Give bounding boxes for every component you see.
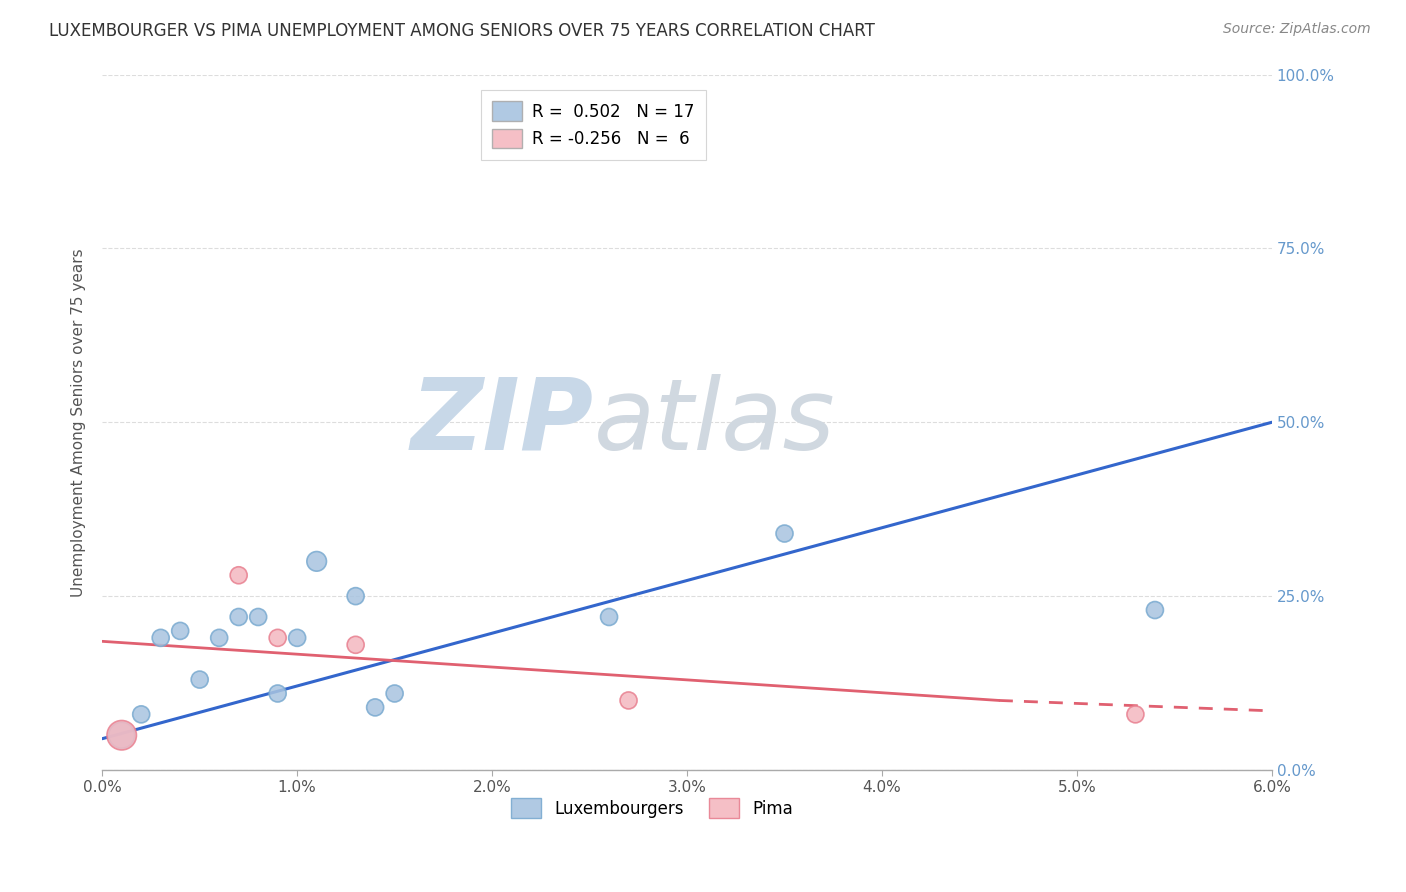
Legend: Luxembourgers, Pima: Luxembourgers, Pima bbox=[505, 792, 800, 824]
Point bbox=[344, 589, 367, 603]
Point bbox=[266, 686, 288, 700]
Text: Source: ZipAtlas.com: Source: ZipAtlas.com bbox=[1223, 22, 1371, 37]
Point bbox=[188, 673, 211, 687]
Point bbox=[129, 707, 152, 722]
Point bbox=[247, 610, 270, 624]
Y-axis label: Unemployment Among Seniors over 75 years: Unemployment Among Seniors over 75 years bbox=[72, 248, 86, 597]
Point bbox=[617, 693, 640, 707]
Point bbox=[266, 631, 288, 645]
Point bbox=[773, 526, 796, 541]
Point bbox=[305, 554, 328, 568]
Text: ZIP: ZIP bbox=[411, 374, 593, 471]
Point bbox=[598, 610, 620, 624]
Point bbox=[285, 631, 308, 645]
Point bbox=[111, 728, 134, 742]
Point bbox=[364, 700, 387, 714]
Point bbox=[111, 728, 134, 742]
Text: atlas: atlas bbox=[593, 374, 835, 471]
Point bbox=[228, 610, 250, 624]
Point bbox=[149, 631, 172, 645]
Point bbox=[169, 624, 191, 638]
Text: LUXEMBOURGER VS PIMA UNEMPLOYMENT AMONG SENIORS OVER 75 YEARS CORRELATION CHART: LUXEMBOURGER VS PIMA UNEMPLOYMENT AMONG … bbox=[49, 22, 875, 40]
Point bbox=[228, 568, 250, 582]
Point bbox=[208, 631, 231, 645]
Point bbox=[1143, 603, 1166, 617]
Point bbox=[344, 638, 367, 652]
Point bbox=[1125, 707, 1147, 722]
Point bbox=[384, 686, 406, 700]
